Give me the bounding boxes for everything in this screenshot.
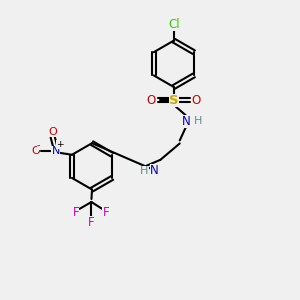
Text: O: O bbox=[192, 94, 201, 107]
Text: F: F bbox=[88, 216, 95, 229]
Text: Cl: Cl bbox=[168, 18, 180, 31]
Text: S: S bbox=[169, 94, 178, 107]
Text: O: O bbox=[31, 146, 40, 156]
Text: H: H bbox=[194, 116, 202, 126]
Text: F: F bbox=[73, 206, 79, 219]
Text: H: H bbox=[140, 166, 148, 176]
Text: +: + bbox=[56, 140, 64, 149]
Text: O: O bbox=[48, 128, 57, 137]
Text: O: O bbox=[147, 94, 156, 107]
Text: N: N bbox=[150, 164, 159, 177]
Text: N: N bbox=[182, 115, 191, 128]
Text: N: N bbox=[51, 146, 60, 156]
Text: F: F bbox=[102, 206, 109, 219]
Text: -: - bbox=[37, 140, 40, 150]
